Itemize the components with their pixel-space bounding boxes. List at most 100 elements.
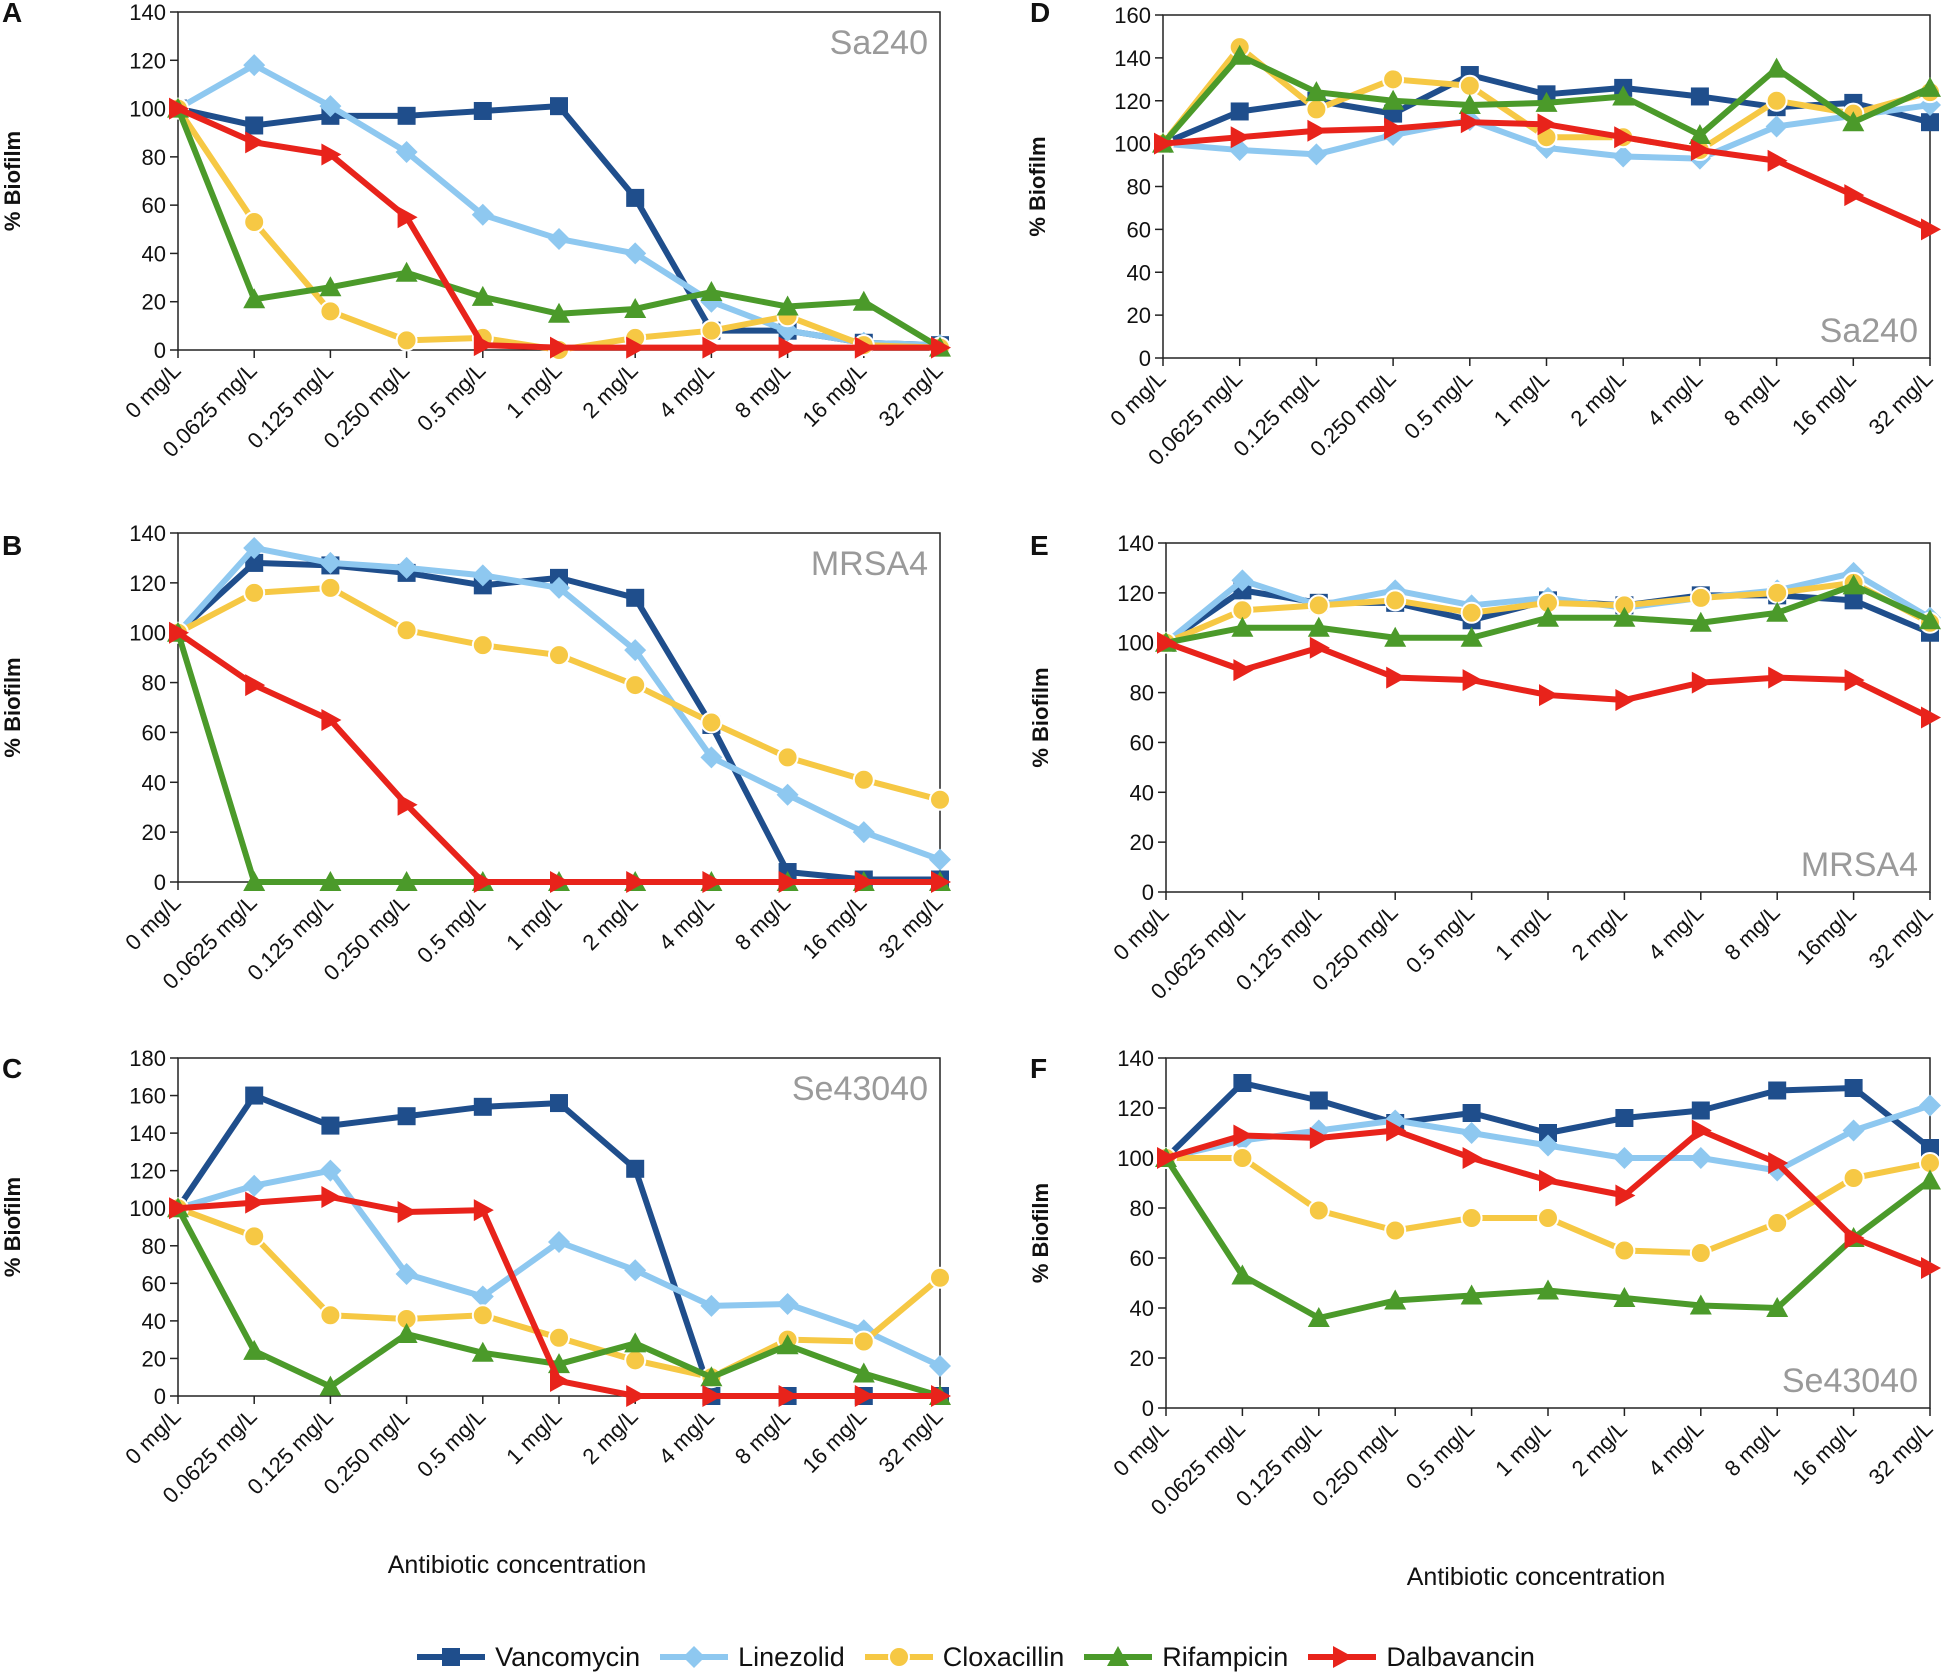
panel-a-series-linezolid-point — [624, 242, 647, 265]
panel-e-annotation: MRSA4 — [1801, 846, 1918, 884]
panel-d-xtick-label: 4 mg/L — [1642, 366, 1707, 431]
panel-c-series-rifampicin-point — [319, 1375, 342, 1396]
panel-f-series-cloxacillin-line — [1166, 1155, 1931, 1256]
panel-f-series-cloxacillin — [1155, 1147, 1941, 1264]
panel-e-series-dalbavancin-point — [1386, 666, 1407, 689]
panel-c-ytick-label: 140 — [129, 1121, 166, 1146]
panel-a-series-dalbavancin-point — [702, 336, 723, 359]
panel-d-series-rifampicin-point — [1228, 44, 1251, 65]
panel-a-ylabel: % Biofilm — [0, 131, 25, 231]
panel-d-series-linezolid-point — [1305, 143, 1328, 166]
panel-a-series-cloxacillin-point — [700, 319, 723, 342]
panel-c-ytick-label: 20 — [142, 1346, 166, 1371]
panel-a-series-linezolid-point — [243, 54, 266, 77]
panel-c-xtick-label: 2 mg/L — [577, 1404, 642, 1469]
panel-f-xtick-label: 8 mg/L — [1719, 1416, 1784, 1481]
panel-a-series-dalbavancin-point — [321, 143, 342, 166]
panel-c-series-dalbavancin-point — [245, 1191, 266, 1214]
panel-d-xtick-label: 0 mg/L — [1105, 366, 1170, 431]
panel-a-series-rifampicin — [167, 97, 951, 357]
panel-f-ytick-label: 60 — [1130, 1246, 1154, 1271]
panel-f-series-rifampicin-point — [1689, 1294, 1712, 1315]
panel-e-ytick-label: 120 — [1117, 581, 1154, 606]
panel-e-xtick-label: 0.5 mg/L — [1401, 900, 1479, 978]
panel-e-series-dalbavancin-point — [1309, 636, 1330, 659]
panel-f-series-linezolid-point — [1460, 1122, 1483, 1144]
panel-a-ytick-label: 20 — [142, 290, 166, 315]
panel-d-series-rifampicin-point — [1842, 111, 1865, 132]
panel-c-series-rifampicin-point — [624, 1332, 647, 1353]
panel-e-series-cloxacillin-point — [1766, 581, 1789, 604]
panel-f-series-cloxacillin-point — [1537, 1207, 1559, 1229]
panel-a-xtick-label: 8 mg/L — [730, 358, 795, 423]
legend-swatch-dalbavancin — [1308, 1646, 1377, 1668]
panel-b-series-vancomycin-point — [626, 588, 645, 607]
panel-b-series-dalbavancin-point — [550, 871, 570, 893]
panel-f-xtick-label: 0 mg/L — [1108, 1416, 1173, 1481]
panel-d-ytick-label: 160 — [1114, 3, 1151, 28]
panel-f-series-rifampicin-point — [1460, 1284, 1483, 1305]
legend-swatch-rifampicin — [1084, 1646, 1153, 1666]
panel-c-xtick-label: 32 mg/L — [874, 1404, 948, 1478]
panel-e-ytick-label: 40 — [1130, 780, 1154, 805]
panel-c-series-linezolid-point — [700, 1294, 723, 1317]
panel-b-xtick-label: 16 mg/L — [797, 890, 871, 964]
panel-f-series-linezolid-point — [1842, 1119, 1865, 1142]
panel-c-ytick-label: 80 — [142, 1234, 166, 1259]
panel-d-series-rifampicin-point — [1535, 91, 1558, 112]
panel-f-ytick-label: 0 — [1142, 1396, 1154, 1421]
panel-b-ytick-label: 140 — [129, 521, 166, 546]
panel-e-ytick-label: 20 — [1130, 830, 1154, 855]
panel-e-series-vancomycin-point — [1844, 591, 1863, 610]
panel-c-series-linezolid-point — [395, 1262, 418, 1285]
panel-f-series-dalbavancin-point — [1462, 1147, 1483, 1169]
panel-f-series-rifampicin-point — [1766, 1297, 1789, 1317]
panel-e-xtick-label: 2 mg/L — [1567, 900, 1632, 965]
panel-b-xtick-label: 32 mg/L — [874, 890, 948, 964]
panel-c-series-dalbavancin-point — [854, 1385, 875, 1407]
panel-d-xtick-label: 2 mg/L — [1565, 366, 1630, 431]
panel-e-series-rifampicin-point — [1689, 611, 1712, 632]
panel-b-annotation: MRSA4 — [811, 545, 928, 583]
panel-a-series-vancomycin-point — [245, 116, 264, 135]
panel-a-series-dalbavancin — [169, 97, 951, 359]
panel-f-series-vancomycin-point — [1768, 1081, 1787, 1100]
panel-d-ytick-label: 60 — [1127, 217, 1151, 242]
panel-e-ytick-label: 80 — [1130, 681, 1154, 706]
panel-d-series-rifampicin-point — [1612, 85, 1635, 106]
panel-b-series-linezolid-point — [319, 551, 342, 574]
panel-d-series-dalbavancin — [1154, 111, 1941, 241]
panel-c-xtick-label: 0.5 mg/L — [412, 1404, 490, 1482]
panel-f-series-dalbavancin-point — [1615, 1184, 1636, 1207]
panel-a-series-rifampicin-point — [395, 261, 418, 282]
panel-c-series-rifampicin-point — [700, 1366, 723, 1387]
panel-c-series-linezolid-point — [471, 1285, 494, 1308]
legend-label-dalbavancin: Dalbavancin — [1386, 1641, 1535, 1672]
panel-c-ytick-label: 120 — [129, 1159, 166, 1184]
panel-b-series-linezolid-point — [243, 536, 266, 559]
panel-c-xlabel: Antibiotic concentration — [388, 1551, 646, 1579]
panel-a-xtick-label: 4 mg/L — [654, 358, 719, 423]
panel-b-xtick-label: 1 mg/L — [501, 890, 566, 955]
panel-a-series-vancomycin-point — [550, 97, 568, 116]
panel-b-series-vancomycin — [169, 553, 949, 889]
panel-f-series-dalbavancin-point — [1921, 1257, 1941, 1279]
panel-a-series-rifampicin-point — [700, 281, 723, 302]
panel-c-series-linezolid-point — [319, 1159, 342, 1182]
panel-e-series-rifampicin — [1155, 574, 1941, 652]
panel-a-xtick-label: 1 mg/L — [501, 358, 566, 423]
panel-e-letter: E — [1030, 530, 1049, 561]
panel-b-ytick-label: 60 — [142, 720, 166, 745]
panel-c-ytick-label: 0 — [154, 1384, 166, 1409]
panel-c-ytick-label: 180 — [129, 1046, 166, 1071]
panel-b-xtick-label: 0 mg/L — [120, 890, 185, 955]
panel-f-series-linezolid-point — [1689, 1147, 1712, 1169]
panel-b-series-cloxacillin-point — [776, 746, 799, 769]
legend-item-cloxacillin: Cloxacillin — [863, 1642, 1064, 1673]
panel-a-series-vancomycin-point — [397, 106, 416, 125]
panel-e-series-cloxacillin-point — [1460, 601, 1483, 624]
panel-c-series-linezolid-point — [776, 1292, 799, 1315]
